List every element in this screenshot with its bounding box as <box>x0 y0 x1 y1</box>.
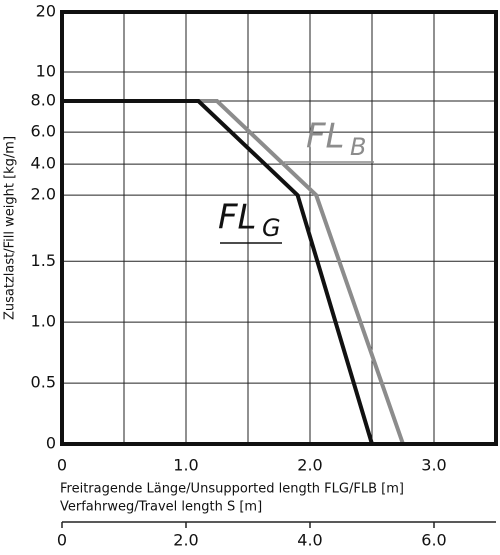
x2-tick-label: 4.0 <box>297 531 322 550</box>
y-tick-label: 6.0 <box>31 122 56 141</box>
y-tick-label: 10 <box>36 62 56 81</box>
x-tick-label: 3.0 <box>421 456 446 475</box>
y-tick-label: 0.5 <box>31 373 56 392</box>
y-tick-label: 2.0 <box>31 185 56 204</box>
x2-tick-label: 0 <box>57 531 67 550</box>
y-tick-label: 4.0 <box>31 154 56 173</box>
series-name: FL <box>218 198 257 238</box>
x-tick-label: 0 <box>57 456 67 475</box>
x2-tick-label: 6.0 <box>421 531 446 550</box>
y-tick-label: 1.0 <box>31 312 56 331</box>
plot-frame <box>60 10 498 446</box>
y-tick-label: 1.5 <box>31 251 56 270</box>
y-tick-label: 8.0 <box>31 90 56 109</box>
series-name: FL <box>306 117 345 157</box>
y-tick-label: 20 <box>36 2 56 21</box>
x-tick-label: 2.0 <box>297 456 322 475</box>
x-axis-label: Freitragende Länge/Unsupported length FL… <box>60 482 404 497</box>
series-label: FL B <box>284 117 374 163</box>
line <box>198 98 405 445</box>
y-tick-label: 0 <box>46 434 56 453</box>
line <box>62 98 374 445</box>
series-label: FL G <box>218 198 282 244</box>
y-axis-label: Zusatzlast/Fill weight [kg/m] <box>3 136 18 320</box>
x2-axis-label: Verfahrweg/Travel length S [m] <box>60 500 262 515</box>
x-tick-label: 1.0 <box>173 456 198 475</box>
series-subscript: G <box>262 214 281 242</box>
x2-tick-label: 2.0 <box>173 531 198 550</box>
series-subscript: B <box>350 133 366 161</box>
